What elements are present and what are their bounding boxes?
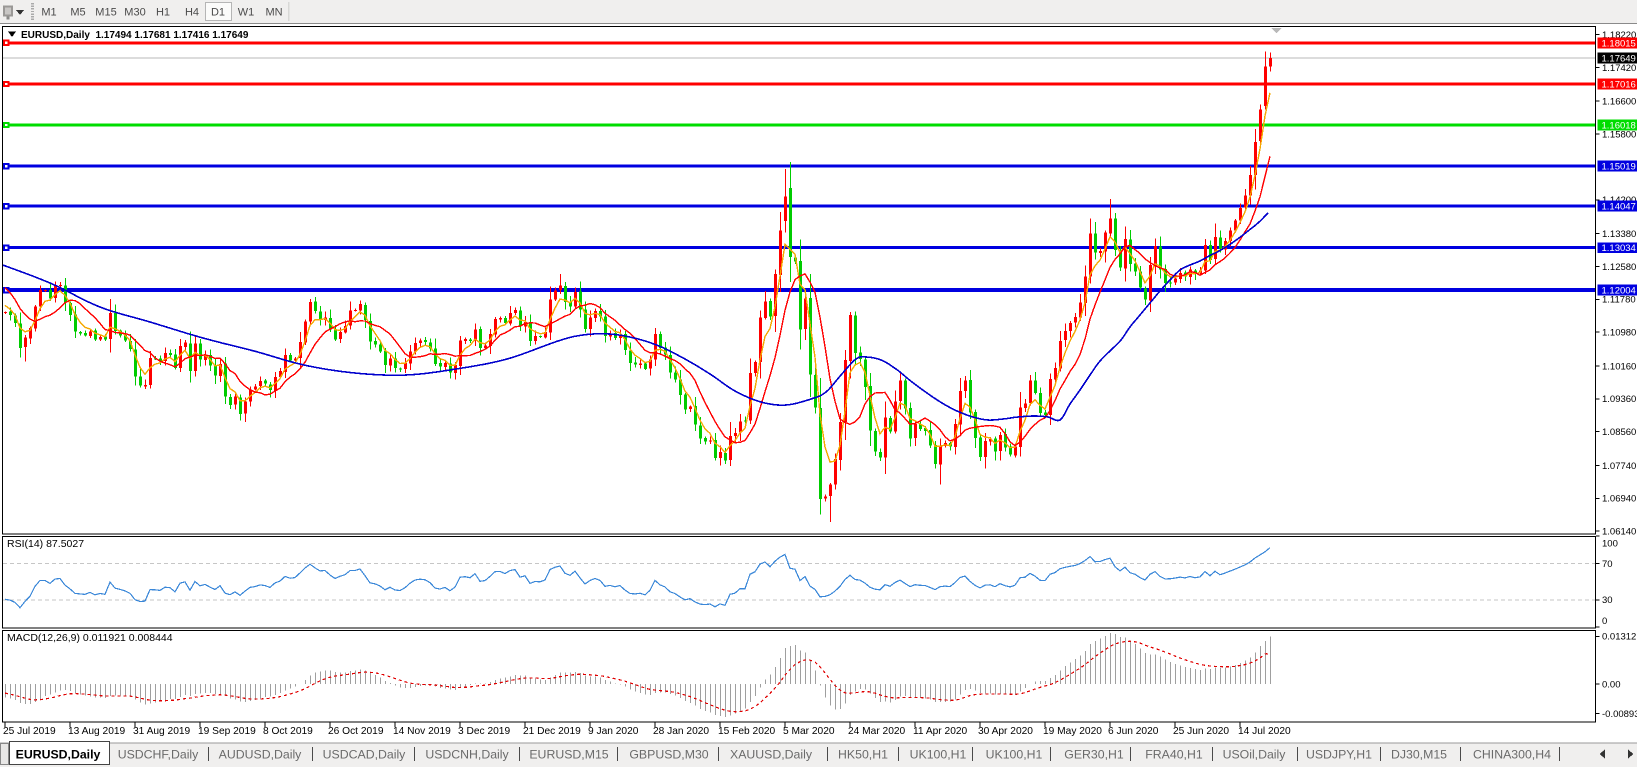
svg-text:24 Mar 2020: 24 Mar 2020 — [848, 726, 906, 737]
svg-text:EURUSD,Daily 1.17494 1.17681: EURUSD,Daily 1.17494 1.17681 1.17416 1.1… — [21, 30, 249, 41]
svg-text:AUDUSD,Daily: AUDUSD,Daily — [219, 748, 303, 762]
svg-text:19 Sep 2019: 19 Sep 2019 — [198, 726, 256, 737]
svg-text:31 Aug 2019: 31 Aug 2019 — [133, 726, 191, 737]
svg-text:3 Dec 2019: 3 Dec 2019 — [458, 726, 510, 737]
svg-text:GER30,H1: GER30,H1 — [1064, 748, 1124, 762]
svg-text:-0.00893: -0.00893 — [1602, 709, 1637, 720]
svg-text:D1: D1 — [211, 7, 225, 19]
svg-text:W1: W1 — [238, 7, 255, 19]
svg-text:1.13380: 1.13380 — [1602, 229, 1636, 240]
svg-text:1.06140: 1.06140 — [1602, 527, 1636, 538]
svg-text:1.14047: 1.14047 — [1602, 202, 1636, 213]
svg-text:100: 100 — [1602, 538, 1618, 549]
svg-text:0.013121: 0.013121 — [1602, 632, 1637, 643]
svg-text:XAUUSD,Daily: XAUUSD,Daily — [730, 748, 813, 762]
svg-text:MACD(12,26,9) 0.011921 0.00844: MACD(12,26,9) 0.011921 0.008444 — [7, 632, 173, 644]
svg-text:1.16018: 1.16018 — [1602, 120, 1636, 131]
svg-text:6 Jun 2020: 6 Jun 2020 — [1108, 726, 1159, 737]
svg-text:1.06940: 1.06940 — [1602, 494, 1636, 505]
svg-text:13 Aug 2019: 13 Aug 2019 — [68, 726, 126, 737]
svg-text:DJ30,M15: DJ30,M15 — [1391, 748, 1447, 762]
svg-text:MN: MN — [265, 7, 282, 19]
svg-text:M1: M1 — [41, 7, 56, 19]
svg-text:USDCNH,Daily: USDCNH,Daily — [425, 748, 509, 762]
svg-text:HK50,H1: HK50,H1 — [838, 748, 888, 762]
svg-text:8 Oct 2019: 8 Oct 2019 — [263, 726, 313, 737]
svg-text:RSI(14) 87.5027: RSI(14) 87.5027 — [7, 538, 84, 550]
svg-text:EURUSD,M15: EURUSD,M15 — [529, 748, 608, 762]
svg-text:25 Jul 2019: 25 Jul 2019 — [3, 726, 56, 737]
svg-text:30 Apr 2020: 30 Apr 2020 — [978, 726, 1033, 737]
svg-text:UK100,H1: UK100,H1 — [910, 748, 967, 762]
svg-text:1.11780: 1.11780 — [1602, 295, 1636, 306]
svg-text:GBPUSD,M30: GBPUSD,M30 — [629, 748, 708, 762]
svg-text:1.17649: 1.17649 — [1602, 53, 1636, 64]
svg-text:FRA40,H1: FRA40,H1 — [1145, 748, 1203, 762]
svg-text:0.00: 0.00 — [1602, 680, 1621, 691]
svg-text:M30: M30 — [124, 7, 145, 19]
svg-text:26 Oct 2019: 26 Oct 2019 — [328, 726, 384, 737]
svg-text:5 Mar 2020: 5 Mar 2020 — [783, 726, 835, 737]
svg-text:1.18220: 1.18220 — [1602, 30, 1636, 41]
svg-text:H1: H1 — [156, 7, 170, 19]
svg-text:19 May 2020: 19 May 2020 — [1043, 726, 1102, 737]
svg-text:H4: H4 — [185, 7, 199, 19]
svg-text:USDJPY,H1: USDJPY,H1 — [1306, 748, 1372, 762]
svg-text:1.08560: 1.08560 — [1602, 427, 1636, 438]
svg-text:1.07740: 1.07740 — [1602, 461, 1636, 472]
svg-text:USOil,Daily: USOil,Daily — [1223, 748, 1287, 762]
svg-text:1.10160: 1.10160 — [1602, 361, 1636, 372]
svg-text:1.16600: 1.16600 — [1602, 97, 1636, 108]
svg-text:CHINA300,H4: CHINA300,H4 — [1473, 748, 1551, 762]
svg-text:1.09360: 1.09360 — [1602, 394, 1636, 405]
svg-text:25 Jun 2020: 25 Jun 2020 — [1173, 726, 1229, 737]
svg-text:28 Jan 2020: 28 Jan 2020 — [653, 726, 709, 737]
svg-text:1.15800: 1.15800 — [1602, 129, 1636, 140]
svg-text:1.10980: 1.10980 — [1602, 328, 1636, 339]
svg-text:30: 30 — [1602, 595, 1613, 606]
svg-text:1.15019: 1.15019 — [1602, 162, 1636, 173]
svg-text:1.12580: 1.12580 — [1602, 262, 1636, 273]
svg-text:EURUSD,Daily: EURUSD,Daily — [16, 748, 101, 762]
svg-text:14 Jul 2020: 14 Jul 2020 — [1238, 726, 1291, 737]
svg-text:9 Jan 2020: 9 Jan 2020 — [588, 726, 639, 737]
svg-text:UK100,H1: UK100,H1 — [986, 748, 1043, 762]
svg-text:70: 70 — [1602, 559, 1613, 570]
svg-text:14 Nov 2019: 14 Nov 2019 — [393, 726, 451, 737]
svg-text:1.17420: 1.17420 — [1602, 63, 1636, 74]
svg-text:1.17016: 1.17016 — [1602, 79, 1636, 90]
svg-text:11 Apr 2020: 11 Apr 2020 — [913, 726, 968, 737]
svg-text:0: 0 — [1602, 616, 1607, 627]
svg-text:USDCHF,Daily: USDCHF,Daily — [118, 748, 199, 762]
svg-text:M5: M5 — [70, 7, 85, 19]
svg-text:21 Dec 2019: 21 Dec 2019 — [523, 726, 581, 737]
svg-text:1.12004: 1.12004 — [1602, 286, 1636, 297]
svg-text:M15: M15 — [95, 7, 116, 19]
svg-text:USDCAD,Daily: USDCAD,Daily — [323, 748, 407, 762]
svg-text:1.13034: 1.13034 — [1602, 243, 1636, 254]
svg-text:15 Feb 2020: 15 Feb 2020 — [718, 726, 776, 737]
svg-text:1.18015: 1.18015 — [1602, 38, 1636, 49]
